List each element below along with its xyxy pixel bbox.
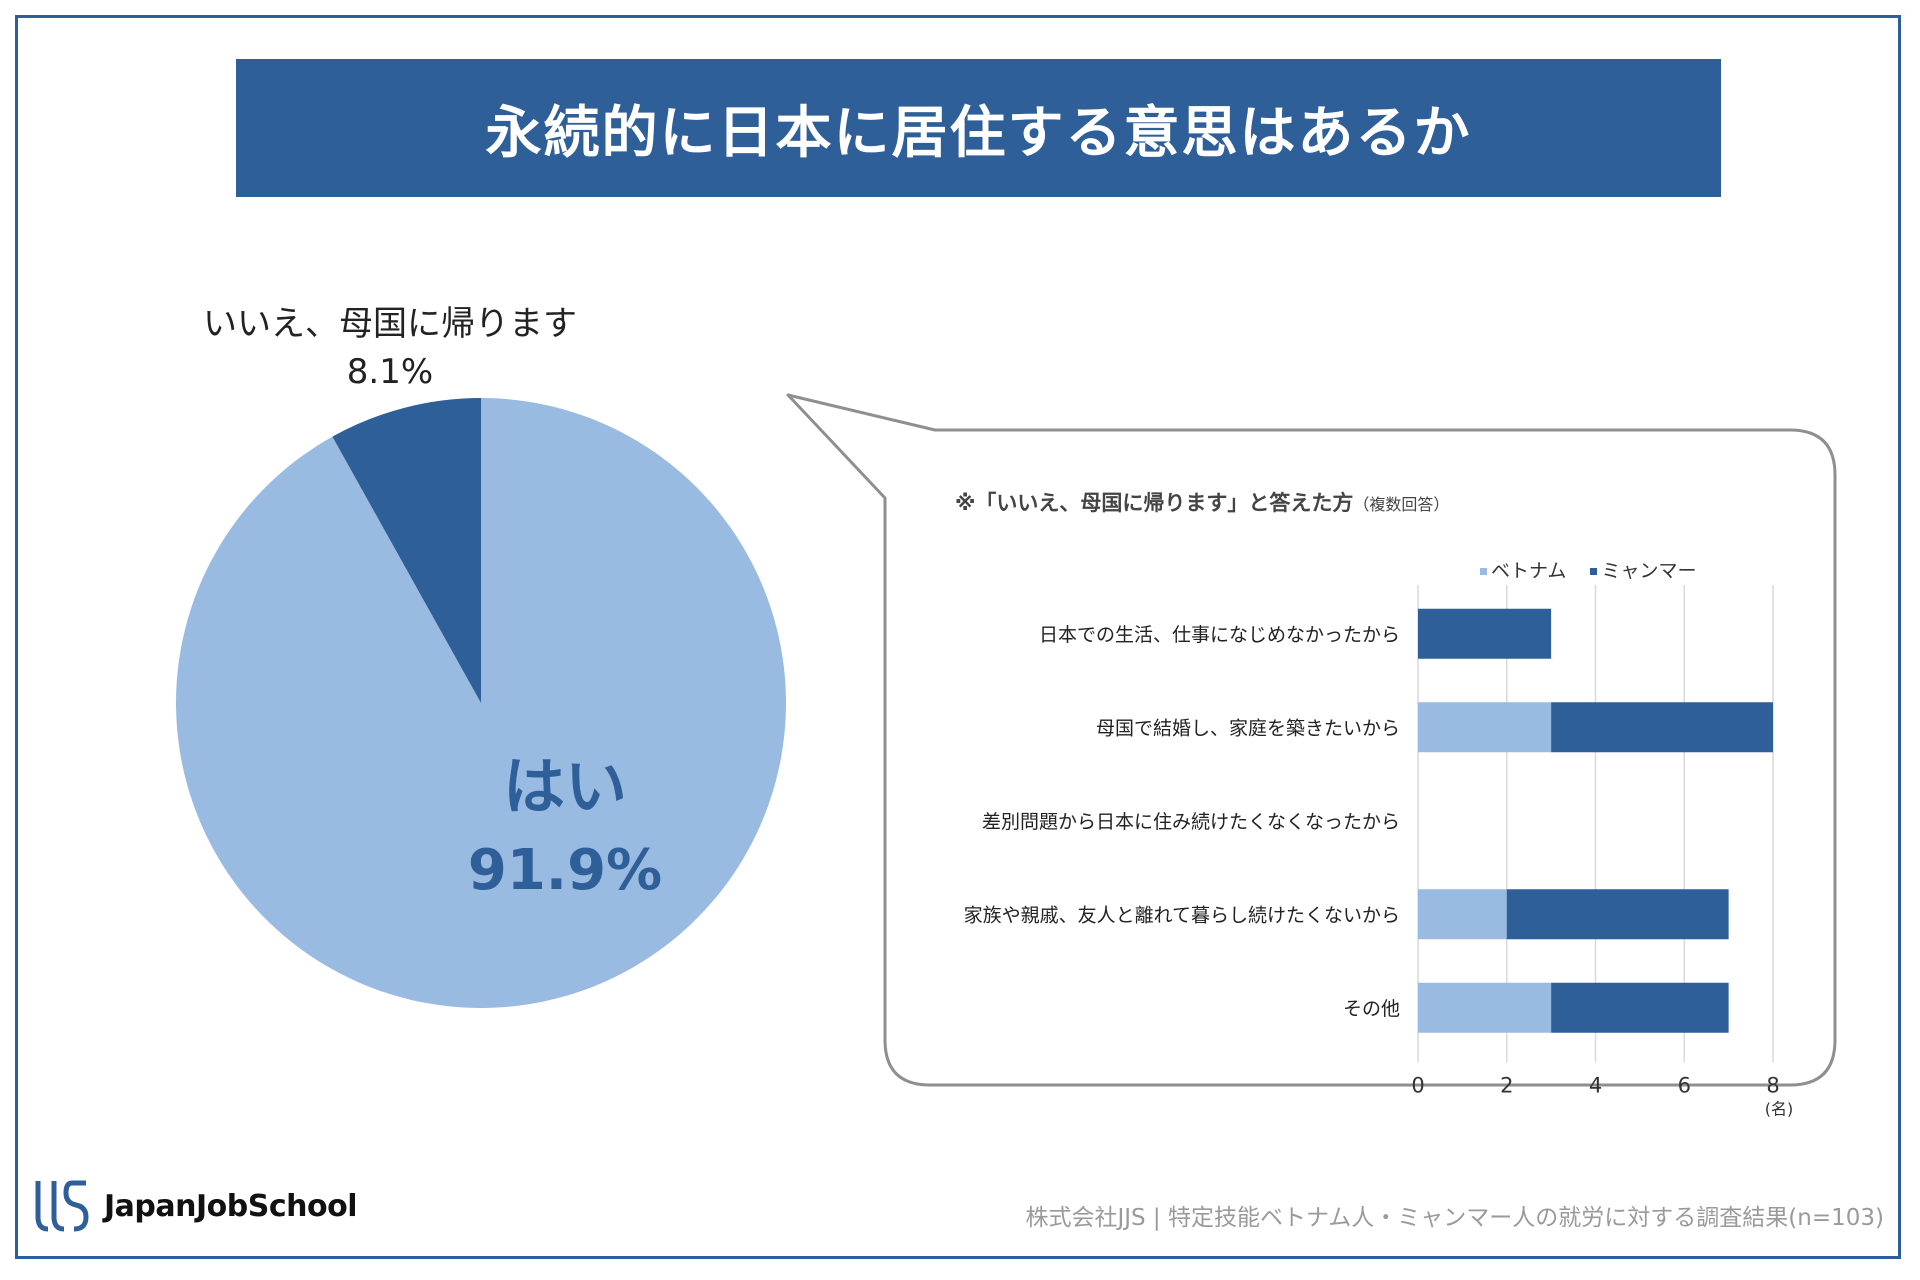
legend-item-myanmar: ミャンマー [1590, 556, 1696, 583]
x-tick-label: 0 [1411, 1074, 1424, 1098]
bar-myanmar [1506, 889, 1729, 940]
page-title: 永続的に日本に居住する意思はあるか [236, 59, 1721, 197]
callout-note-text: ※「いいえ、母国に帰ります」と答えた方 [955, 491, 1354, 515]
bar-vietnam [1418, 982, 1552, 1033]
category-label: 日本での生活、仕事になじめなかったから [1039, 624, 1400, 646]
x-tick-label: 4 [1589, 1074, 1602, 1098]
callout-note-small: （複数回答） [1353, 495, 1450, 514]
pie-slice-no [332, 398, 481, 703]
outer-frame [15, 15, 1901, 1259]
legend-label-myanmar: ミャンマー [1601, 560, 1697, 582]
legend-swatch-myanmar [1590, 568, 1598, 575]
pie-label-no-pct: 8.1% [346, 352, 434, 392]
pie-label-no: いいえ、母国に帰ります 8.1% [160, 300, 620, 396]
bar-myanmar [1418, 608, 1552, 659]
category-label: 母国で結婚し、家庭を築きたいから [1096, 717, 1400, 739]
pie-label-yes: はい 91.9% [430, 745, 700, 913]
x-tick-label: 6 [1678, 1074, 1691, 1098]
bar-vietnam [1418, 889, 1507, 940]
pie-label-no-text: いいえ、母国に帰ります [203, 304, 577, 344]
brand-logo: JapanJobSchool [32, 1177, 357, 1235]
pie-chart [175, 398, 786, 1009]
x-axis-unit: (名) [1765, 1100, 1794, 1119]
bar-myanmar [1551, 982, 1729, 1033]
bar-legend: ベトナム ミャンマー [1480, 556, 1696, 583]
x-tick-label: 2 [1500, 1074, 1513, 1098]
pie-label-yes-pct: 91.9% [467, 838, 663, 903]
legend-swatch-vietnam [1480, 568, 1487, 575]
category-label: その他 [1343, 998, 1400, 1020]
bar-chart: 日本での生活、仕事になじめなかったから母国で結婚し、家庭を築きたいから差別問題か… [964, 585, 1794, 1119]
x-tick-label: 8 [1766, 1074, 1779, 1098]
pie-slice-yes [175, 398, 786, 1009]
source-note: 株式会社JJS | 特定技能ベトナム人・ミャンマー人の就労に対する調査結果(n=… [1025, 1205, 1884, 1231]
pie-label-yes-text: はい [502, 750, 627, 823]
category-label: 差別問題から日本に住み続けたくなくなったから [982, 811, 1400, 833]
category-label: 家族や親戚、友人と離れて暮らし続けたくないから [964, 904, 1400, 926]
callout-note: ※「いいえ、母国に帰ります」と答えた方（複数回答） [955, 487, 1449, 517]
jjs-logo-icon [35, 1180, 89, 1232]
brand-name: JapanJobSchool [104, 1188, 357, 1224]
legend-item-vietnam: ベトナム [1480, 556, 1566, 583]
bar-vietnam [1418, 702, 1552, 753]
bar-myanmar [1551, 702, 1773, 753]
legend-label-vietnam: ベトナム [1491, 560, 1567, 582]
